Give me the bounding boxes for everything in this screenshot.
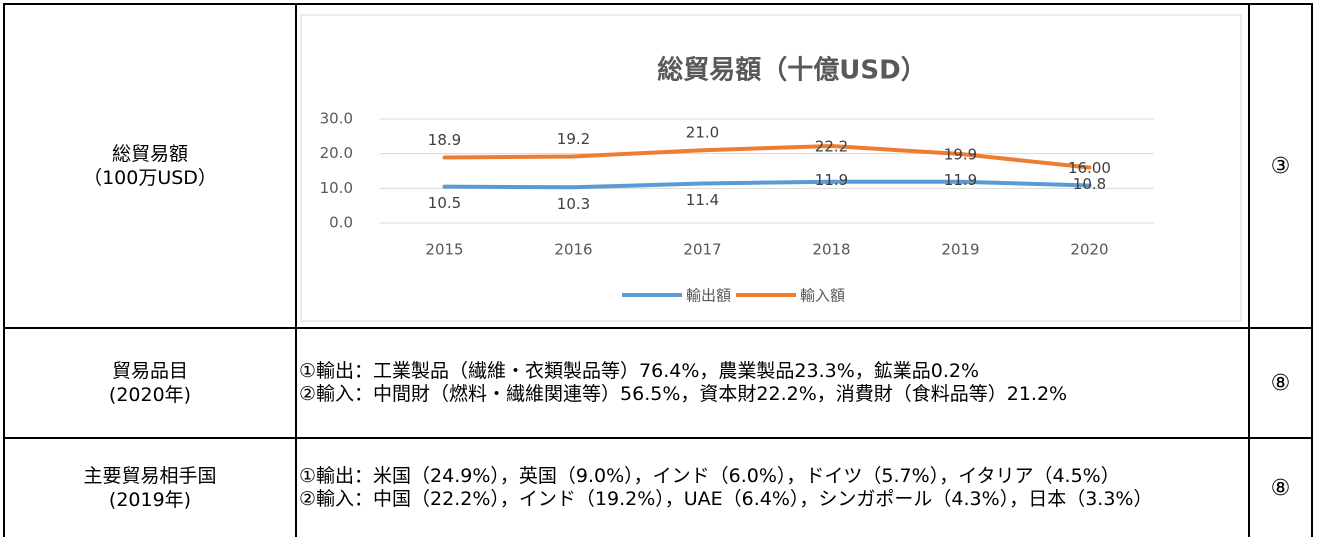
data-label: 16.00 <box>1068 159 1111 177</box>
content-line: ①輸出：米国（24.9%），英国（9.0%），インド（6.0%），ドイツ（5.7… <box>299 465 1120 487</box>
line-series <box>442 179 1092 190</box>
ref: ⑧ <box>1248 437 1313 537</box>
x-tick-label: 2017 <box>683 241 721 259</box>
x-tick-label: 2020 <box>1070 241 1108 259</box>
content: ①輸出：米国（24.9%），英国（9.0%），インド（6.0%），ドイツ（5.7… <box>295 437 1248 537</box>
x-tick-label: 2016 <box>554 241 592 259</box>
data-label: 11.9 <box>815 171 848 189</box>
data-label: 10.5 <box>428 194 461 212</box>
x-tick-label: 2018 <box>812 241 850 259</box>
x-tick-label: 2015 <box>425 241 463 259</box>
content: ①輸出：工業製品（繊維・衣類製品等）76.4%，農業製品23.3%，鉱業品0.2… <box>295 327 1248 437</box>
label-line: (2019年) <box>108 489 192 511</box>
row-label: 主要貿易相手国 (2019年) <box>3 437 295 537</box>
label-line: 総貿易額 <box>111 143 188 165</box>
data-label: 22.2 <box>815 138 848 156</box>
legend-label: 輸出額 <box>686 287 731 305</box>
y-tick-label: 20.0 <box>320 144 353 162</box>
ref: ⑧ <box>1248 327 1313 437</box>
line-series <box>442 144 1092 170</box>
label-line: (2020年) <box>108 384 192 406</box>
chart: 総貿易額（十億USD） 0.0 10.0 20.0 30.0 2015 2016 2017 2… <box>300 14 1242 322</box>
ref: ③ <box>1248 3 1313 327</box>
chart-cell: 総貿易額（十億USD） 0.0 10.0 20.0 30.0 2015 2016 2017 2… <box>295 3 1248 327</box>
content-line: ①輸出：工業製品（繊維・衣類製品等）76.4%，農業製品23.3%，鉱業品0.2… <box>299 360 980 382</box>
label-line: （100万USD） <box>83 167 217 189</box>
row-label: 貿易品目 (2020年) <box>3 327 295 437</box>
data-label: 11.4 <box>686 191 719 209</box>
data-label: 10.8 <box>1073 175 1106 193</box>
content-line: ②輸入：中国（22.2%），インド（19.2%），UAE（6.4%），シンガポー… <box>299 488 1153 510</box>
data-label: 19.9 <box>944 146 977 164</box>
y-tick-label: 10.0 <box>320 179 353 197</box>
data-label: 21.0 <box>686 124 719 142</box>
y-tick-label: 0.0 <box>329 214 353 232</box>
chart-title: 総貿易額（十億USD） <box>657 55 926 86</box>
legend-label: 輸入額 <box>800 287 845 305</box>
data-label: 11.9 <box>944 171 977 189</box>
x-tick-label: 2019 <box>941 241 979 259</box>
row-label: 総貿易額 （100万USD） <box>3 3 295 327</box>
data-label: 10.3 <box>557 195 590 213</box>
data-label: 19.2 <box>557 130 590 148</box>
label-line: 貿易品目 <box>111 360 188 382</box>
content-line: ②輸入：中間財（燃料・繊維関連等）56.5%，資本財22.2%，消費財（食料品等… <box>299 383 1068 405</box>
y-tick-label: 30.0 <box>320 110 353 128</box>
data-label: 18.9 <box>428 131 461 149</box>
label-line: 主要貿易相手国 <box>83 465 217 487</box>
